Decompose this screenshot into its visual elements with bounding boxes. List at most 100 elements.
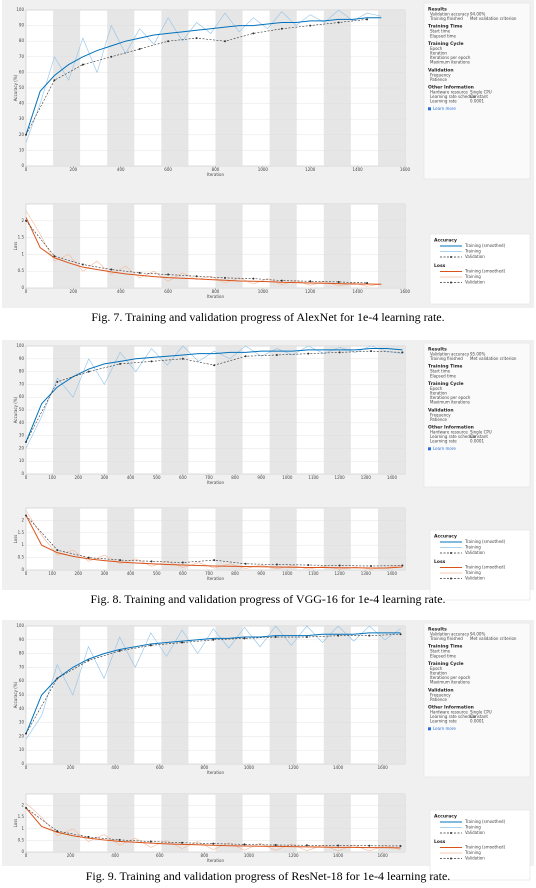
validation-point [252, 277, 255, 280]
figure-caption: Fig. 9. Training and validation progress… [86, 869, 451, 883]
x-tick-label: 1400 [387, 475, 398, 480]
x-tick-label: 0 [25, 571, 28, 576]
panel-label: Iteration [430, 671, 447, 676]
x-tick-label: 1100 [308, 475, 319, 480]
x-tick-label: 500 [153, 571, 161, 576]
x-tick-label: 1000 [282, 475, 293, 480]
panel-label: Learning rate [430, 99, 457, 104]
x-tick-label: 800 [201, 765, 209, 770]
y-tick-label: 1.5 [18, 530, 25, 535]
validation-point [25, 514, 27, 517]
x-tick-label: 0 [25, 765, 28, 770]
panel-value: Single CPU [470, 90, 492, 95]
panel-label: Learning rate [430, 439, 457, 444]
panel-value: Constant [470, 94, 488, 99]
panel-label: Iteration [430, 51, 447, 56]
legend-label: Training [464, 545, 481, 550]
panel-label: Training finished [429, 636, 463, 641]
learn-more-link[interactable]: Learn more [433, 726, 456, 731]
legend-label: Validation [465, 576, 485, 581]
x-tick-label: 100 [48, 475, 56, 480]
validation-point [370, 565, 373, 568]
epoch-band [161, 508, 189, 570]
panel-heading: Other Information [428, 85, 474, 91]
x-tick-label: 1400 [387, 571, 398, 576]
y-tick-label: 1.5 [18, 235, 25, 240]
x-tick-label: 0 [25, 475, 28, 480]
x-tick-label: 1300 [361, 475, 372, 480]
x-tick-label: 200 [70, 167, 78, 172]
y-tick-label: 100 [16, 7, 24, 12]
legend-dot [450, 256, 452, 258]
x-axis-label: Iteration [207, 172, 224, 177]
y-tick-label: 40 [19, 101, 25, 106]
validation-point [56, 677, 59, 680]
epoch-band [377, 794, 405, 852]
x-tick-label: 400 [111, 765, 119, 770]
validation-point [87, 556, 90, 559]
y-tick-label: 0 [21, 567, 24, 572]
validation-point [181, 841, 184, 844]
panel-label: Maximum iterations [430, 400, 470, 405]
x-tick-label: 1000 [258, 167, 269, 172]
legend-heading: Loss [434, 263, 446, 269]
x-tick-label: 0 [25, 167, 28, 172]
validation-point [56, 830, 59, 833]
series-line [25, 210, 382, 287]
panel-value: 94.00% [470, 632, 485, 637]
panel-label: Elapsed time [430, 33, 457, 38]
legend-label: Training (smoothed) [464, 269, 506, 274]
panel-label: Frequency [430, 72, 451, 77]
panel-label: Elapsed time [430, 653, 457, 658]
y-tick-label: 80 [19, 369, 25, 374]
legend-label: Validation [465, 254, 485, 259]
validation-point [25, 441, 27, 443]
x-tick-label: 1200 [305, 289, 316, 294]
y-tick-label: 90 [19, 356, 25, 361]
panel-label: Start time [430, 29, 451, 34]
validation-point [337, 280, 340, 283]
x-tick-label: 1000 [282, 571, 293, 576]
y-tick-label: 100 [16, 623, 24, 628]
panel-heading: Results [428, 7, 447, 13]
x-tick-label: 400 [111, 853, 119, 858]
y-axis-label: Accuracy (%) [13, 681, 18, 708]
panel-value: Constant [470, 434, 488, 439]
panel-heading: Results [428, 627, 447, 633]
panel-label: Validation accuracy [430, 352, 470, 357]
series-line [25, 625, 401, 740]
x-tick-label: 1200 [335, 571, 346, 576]
y-tick-label: 0.5 [18, 268, 25, 273]
x-tick-label: 200 [74, 475, 82, 480]
y-tick-label: 2 [21, 517, 24, 522]
panel-value: 0.0001 [470, 99, 484, 104]
epoch-band [215, 794, 243, 852]
legend-heading: Accuracy [434, 814, 457, 820]
y-tick-label: 60 [19, 394, 25, 399]
link-icon [428, 727, 431, 731]
legend-label: Training [464, 570, 481, 575]
panel-heading: Training Time [428, 24, 462, 30]
validation-point [181, 357, 184, 360]
x-tick-label: 800 [231, 571, 239, 576]
validation-point [87, 370, 90, 373]
panel-label: Epoch [430, 386, 443, 391]
learn-more-link[interactable]: Learn more [433, 446, 456, 451]
panel-value: 0.0001 [470, 719, 484, 724]
validation-point [87, 835, 90, 838]
epoch-band [215, 204, 243, 288]
x-tick-label: 1200 [335, 475, 346, 480]
x-tick-label: 100 [48, 571, 56, 576]
x-tick-label: 1600 [378, 853, 389, 858]
epoch-band [323, 508, 351, 570]
validation-point [280, 279, 283, 282]
x-tick-label: 200 [67, 765, 75, 770]
validation-point [280, 27, 283, 30]
validation-point [366, 281, 369, 284]
learn-more-link[interactable]: Learn more [433, 106, 456, 111]
validation-point [399, 844, 402, 847]
x-tick-label: 800 [212, 167, 220, 172]
y-axis-label: Loss [13, 819, 18, 828]
panel-heading: Other Information [428, 705, 474, 711]
validation-point [150, 560, 153, 563]
